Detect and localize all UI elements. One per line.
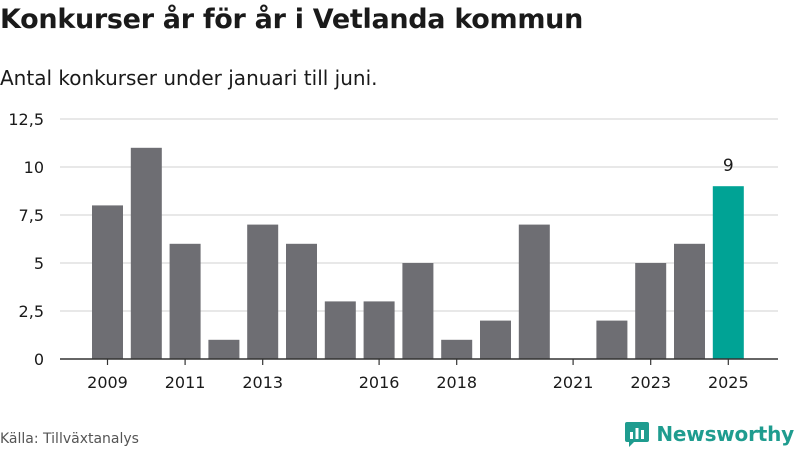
bar-2010: [130, 147, 162, 359]
y-tick-label: 7,5: [19, 206, 44, 225]
source-note: Källa: Tillväxtanalys: [0, 431, 139, 447]
bar-2022: [596, 320, 628, 359]
brand-logo[interactable]: Newsworthy: [624, 418, 794, 450]
bar-2017: [402, 263, 434, 359]
data-labels: 9: [723, 156, 734, 176]
y-tick-label: 2,5: [19, 302, 44, 321]
bar-2023: [635, 263, 667, 359]
data-label-2025: 9: [723, 156, 734, 176]
bar-2019: [480, 320, 511, 359]
x-tick-label: 2021: [553, 373, 594, 392]
bar-2025: [712, 186, 744, 359]
y-tick-label: 10: [24, 158, 44, 177]
x-axis-ticks: 2009 2011 2013 2016 2018 2021 2023 2025: [60, 358, 778, 392]
bar-2020: [518, 224, 550, 359]
x-tick-label: 2023: [630, 373, 671, 392]
bar-2009: [92, 205, 123, 359]
x-tick-label: 2025: [708, 373, 749, 392]
bar-2011: [169, 243, 201, 359]
bar-2012: [208, 339, 240, 359]
x-tick-label: 2009: [87, 373, 128, 392]
bar-2014: [286, 243, 317, 359]
x-tick-label: 2018: [436, 373, 477, 392]
y-tick-label: 5: [34, 254, 44, 273]
bar-2013: [247, 224, 279, 359]
chart-title: Konkurser år för år i Vetlanda kommun: [0, 4, 584, 35]
bars: [92, 147, 744, 359]
x-tick-label: 2016: [359, 373, 400, 392]
chart-subtitle: Antal konkurser under januari till juni.: [0, 66, 378, 90]
x-tick-label: 2011: [165, 373, 206, 392]
y-tick-label: 0: [34, 350, 44, 369]
y-axis-ticks: 0 2,5 5 7,5 10 12,5: [8, 110, 44, 369]
bar-2016: [363, 301, 395, 359]
bar-2024: [674, 243, 705, 359]
bar-2018: [441, 339, 473, 359]
y-tick-label: 12,5: [8, 110, 44, 129]
brand-name: Newsworthy: [656, 422, 794, 446]
x-tick-label: 2013: [242, 373, 283, 392]
newsworthy-logo-icon: [625, 422, 650, 447]
bar-2015: [324, 301, 356, 359]
